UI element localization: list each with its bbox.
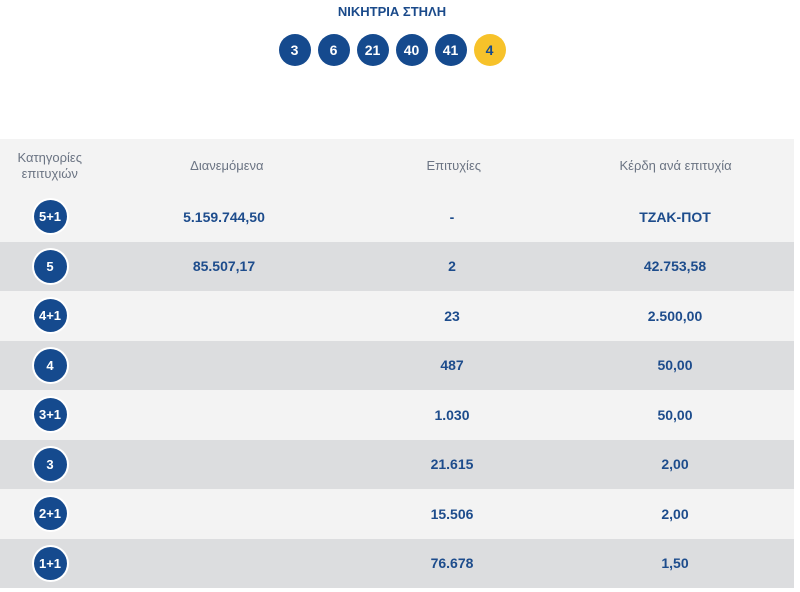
winners-cell: 23 <box>444 307 460 324</box>
winners-cell: 1.030 <box>434 406 470 423</box>
joker-ball: 4 <box>473 34 506 66</box>
column-header-winners: Επιτυχίες <box>426 158 481 173</box>
category-badge: 5 <box>33 249 67 283</box>
table-header: Κατηγορίες επιτυχιών Διανεμόμενα Επιτυχί… <box>0 139 794 192</box>
table-row: 5+1 5.159.744,50 - ΤΖΑΚ-ΠΟΤ <box>0 192 794 242</box>
winning-column-title: ΝΙΚΗΤΡΙΑ ΣΤΗΛΗ <box>337 4 447 19</box>
winners-cell: 2 <box>448 258 456 275</box>
table-row: 5 85.507,17 2 42.753,58 <box>0 241 794 291</box>
column-header-prize: Κέρδη ανά επιτυχία <box>619 158 732 173</box>
prize-cell: 42.753,58 <box>643 258 707 275</box>
category-badge: 4+1 <box>33 299 67 333</box>
prize-cell: 2,00 <box>661 456 689 473</box>
number-ball: 3 <box>278 34 311 66</box>
winners-cell: 487 <box>440 357 464 374</box>
category-badge: 4 <box>33 348 67 382</box>
table-row: 1+1 76.678 1,50 <box>0 538 794 588</box>
category-badge: 3 <box>33 447 67 481</box>
prize-cell: 1,50 <box>661 555 689 572</box>
table-row: 4+1 23 2.500,00 <box>0 291 794 341</box>
number-ball: 41 <box>434 34 467 66</box>
distributed-cell: 85.507,17 <box>192 258 256 275</box>
winners-cell: - <box>449 208 455 225</box>
winners-cell: 15.506 <box>430 505 474 522</box>
prize-table: Κατηγορίες επιτυχιών Διανεμόμενα Επιτυχί… <box>0 139 794 588</box>
prize-cell: 2.500,00 <box>647 307 703 324</box>
winners-cell: 76.678 <box>430 555 474 572</box>
column-header-distributed: Διανεμόμενα <box>190 158 264 173</box>
winning-numbers: 3 6 21 40 41 4 <box>0 34 784 66</box>
category-badge: 3+1 <box>33 398 67 432</box>
category-badge: 2+1 <box>33 497 67 531</box>
table-row: 3 21.615 2,00 <box>0 439 794 489</box>
prize-cell: ΤΖΑΚ-ΠΟΤ <box>639 208 711 225</box>
table-row: 2+1 15.506 2,00 <box>0 489 794 539</box>
number-ball: 21 <box>356 34 389 66</box>
column-header-categories: Κατηγορίες επιτυχιών <box>17 149 82 181</box>
prize-cell: 2,00 <box>661 505 689 522</box>
category-badge: 5+1 <box>33 200 67 234</box>
category-badge: 1+1 <box>33 546 67 580</box>
winners-cell: 21.615 <box>430 456 474 473</box>
prize-cell: 50,00 <box>657 406 693 423</box>
distributed-cell: 5.159.744,50 <box>183 208 265 225</box>
number-ball: 40 <box>395 34 428 66</box>
table-row: 4 487 50,00 <box>0 340 794 390</box>
table-row: 3+1 1.030 50,00 <box>0 390 794 440</box>
prize-cell: 50,00 <box>657 357 693 374</box>
number-ball: 6 <box>317 34 350 66</box>
